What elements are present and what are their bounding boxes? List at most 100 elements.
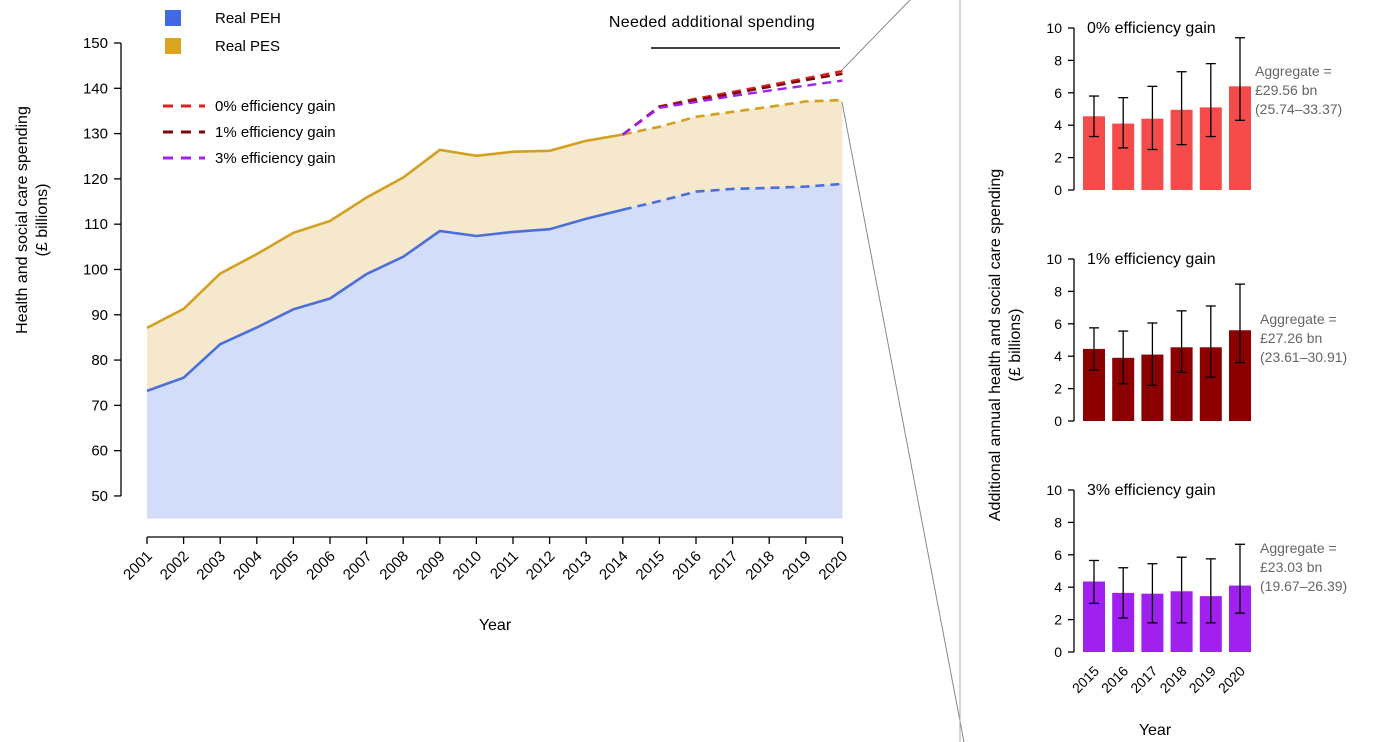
bar-panel-title: 3% efficiency gain xyxy=(1087,482,1216,499)
y-tick-label: 90 xyxy=(91,307,108,324)
x-tick-label: 2019 xyxy=(779,548,815,584)
x-tick-label: 2008 xyxy=(376,548,412,584)
legend-swatch-0 xyxy=(165,10,181,26)
line-real-peh xyxy=(146,208,624,393)
bar-panel-0: 0 2 4 6 8 10 0% efficiency gain Aggregate = £29.… xyxy=(1046,20,1342,198)
aggregate-line: £29.56 bn xyxy=(1255,82,1317,98)
y-axis-title-line2: (£ billions) xyxy=(34,184,51,257)
area-real-peh xyxy=(147,183,843,519)
bar-y-tick-label: 4 xyxy=(1054,117,1062,133)
bar-y-tick-label: 4 xyxy=(1054,579,1062,595)
bar-y-axis-title-line1: Additional annual health and social care… xyxy=(987,169,1004,521)
bar-x-axis-title: Year xyxy=(1139,722,1172,739)
bar-y-tick-label: 4 xyxy=(1054,348,1062,364)
y-tick-label: 110 xyxy=(84,216,108,233)
bar-2016 xyxy=(1112,592,1135,652)
aggregate-line: (23.61–30.91) xyxy=(1260,349,1347,365)
bar-y-tick-label: 2 xyxy=(1054,381,1062,397)
y-tick-label: 130 xyxy=(83,126,108,143)
bar-y-tick-label: 10 xyxy=(1046,251,1062,267)
bar-y-tick-label: 0 xyxy=(1054,182,1062,198)
legend-scenario-label-0: 0% efficiency gain xyxy=(215,98,336,115)
bar-y-tick-label: 2 xyxy=(1054,150,1062,166)
bar-y-tick-label: 0 xyxy=(1054,413,1062,429)
legend-scenario-label-2: 3% efficiency gain xyxy=(215,150,336,167)
bar-y-tick-label: 6 xyxy=(1054,547,1062,563)
bar-2019 xyxy=(1199,107,1222,190)
bar-panel-1: 0 2 4 6 8 10 1% efficiency gain Aggregate = £27.… xyxy=(1046,251,1347,429)
aggregate-line: £23.03 bn xyxy=(1260,559,1322,575)
y-tick-label: 80 xyxy=(91,352,108,369)
bar-x-tick-label: 2017 xyxy=(1127,663,1160,696)
bar-y-tick-label: 0 xyxy=(1054,644,1062,660)
connector-line-bottom xyxy=(841,101,965,742)
y-tick-label: 140 xyxy=(83,80,108,97)
bar-panels: 0 2 4 6 8 10 0% efficiency gain Aggregate = £29.… xyxy=(987,20,1347,739)
bar-2017 xyxy=(1141,118,1164,190)
bar-panel-title: 1% efficiency gain xyxy=(1087,251,1216,268)
zoom-connector-lines xyxy=(841,0,965,742)
bar-2020 xyxy=(1229,330,1251,421)
bar-y-tick-label: 8 xyxy=(1054,52,1062,68)
bar-y-axis-title-line2: (£ billions) xyxy=(1007,309,1024,382)
bar-2018 xyxy=(1170,347,1193,421)
scenario-line-2 xyxy=(622,79,843,136)
aggregate-line: Aggregate = xyxy=(1260,540,1337,556)
x-tick-label: 2007 xyxy=(340,548,376,584)
x-tick-label: 2009 xyxy=(413,548,449,584)
bar-2015 xyxy=(1083,116,1105,190)
bar-x-tick-label: 2016 xyxy=(1098,663,1131,696)
x-tick-label: 2015 xyxy=(633,548,669,584)
x-tick-label: 2018 xyxy=(742,548,778,584)
x-tick-label: 2013 xyxy=(559,548,595,584)
aggregate-line: Aggregate = xyxy=(1255,63,1332,79)
x-tick-label: 2020 xyxy=(816,548,852,584)
legend-label-0: Real PEH xyxy=(215,10,281,27)
area-real-pes xyxy=(147,100,843,391)
x-axis-title: Year xyxy=(479,617,512,634)
bar-2016 xyxy=(1112,123,1135,190)
bar-y-tick-label: 8 xyxy=(1054,514,1062,530)
legend-swatch-1 xyxy=(165,38,181,54)
y-axis-title: Health and social care spending (£ billio… xyxy=(14,106,51,334)
annotation-needed-spending: Needed additional spending xyxy=(609,14,815,31)
y-tick-label: 150 xyxy=(83,35,108,52)
x-tick-label: 2003 xyxy=(193,548,229,584)
y-axis-title-line1: Health and social care spending xyxy=(14,106,31,334)
legend-label-1: Real PES xyxy=(215,38,280,55)
bar-y-tick-label: 10 xyxy=(1046,20,1062,36)
bar-y-tick-label: 6 xyxy=(1054,316,1062,332)
x-tick-label: 2010 xyxy=(450,548,486,584)
x-tick-label: 2016 xyxy=(669,548,705,584)
bar-y-axis-title: Additional annual health and social care… xyxy=(987,169,1024,521)
aggregate-line: £27.26 bn xyxy=(1260,330,1322,346)
x-tick-label: 2006 xyxy=(303,548,339,584)
line-real-peh-projected xyxy=(622,182,843,211)
x-tick-label: 2017 xyxy=(706,548,742,584)
bar-panel-2: 0 2 4 6 8 10 3% efficiency gain Aggregate = £23.… xyxy=(1046,482,1347,660)
bar-2015 xyxy=(1083,348,1105,421)
line-real-pes-projected xyxy=(622,98,843,136)
bar-x-tick-label: 2019 xyxy=(1186,663,1219,696)
bar-x-tick-label: 2015 xyxy=(1069,663,1102,696)
x-tick-label: 2005 xyxy=(267,548,303,584)
bar-panel-title: 0% efficiency gain xyxy=(1087,20,1216,37)
x-tick-label: 2011 xyxy=(487,548,522,583)
bar-2019 xyxy=(1199,347,1222,421)
y-tick-label: 50 xyxy=(91,488,108,505)
x-tick-label: 2004 xyxy=(230,548,266,584)
legend-scenario-label-1: 1% efficiency gain xyxy=(215,124,336,141)
x-tick-label: 2012 xyxy=(523,548,559,584)
bar-2017 xyxy=(1141,354,1164,421)
x-tick-label: 2001 xyxy=(120,548,156,584)
x-tick-label: 2014 xyxy=(596,548,632,584)
bar-2020 xyxy=(1229,585,1251,652)
bar-2018 xyxy=(1170,109,1193,190)
bar-2016 xyxy=(1112,357,1135,421)
line-real-pes xyxy=(146,133,624,330)
y-tick-label: 100 xyxy=(83,261,108,278)
bar-x-tick-label: 2020 xyxy=(1215,663,1248,696)
bar-2020 xyxy=(1229,86,1251,190)
